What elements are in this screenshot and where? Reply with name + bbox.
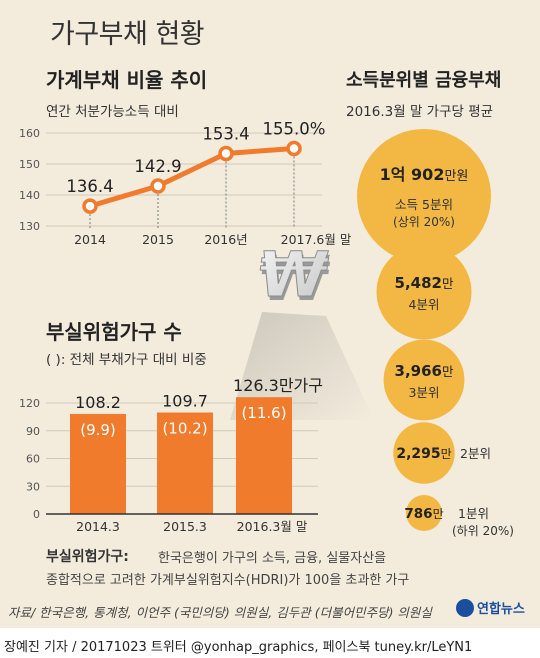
bar-chart-y-tick-label: 120	[19, 397, 40, 410]
line-chart-point	[82, 198, 98, 214]
bar-chart-x-category-label: 2014.3	[76, 519, 120, 534]
definition-text-line2: 종합적으로 고려한 가계부실위험지수(HDRI)가 100을 초과한 가구	[46, 573, 410, 588]
quintile-label: 1분위	[458, 506, 489, 521]
line-chart-series-line	[89, 146, 295, 209]
line-chart-y-tick-label: 140	[19, 189, 40, 202]
quintile-value-number: 1억 902	[380, 165, 445, 184]
yonhap-logo-text: 연합뉴스	[477, 602, 525, 617]
charts-canvas: ₩ ₩ 160 150 140 130 136.4 2014 142.9 2015 153.4 2…	[19, 120, 514, 539]
line-chart-value-label: 142.9	[134, 157, 181, 176]
quintile-value-number: 3,966	[395, 362, 442, 380]
bar-chart-value-label: 108.2	[75, 393, 121, 412]
line-chart-x-category-label: 2015	[142, 232, 174, 247]
quintile-bubble	[376, 244, 472, 340]
bar-chart-bar	[70, 413, 126, 514]
line-chart-point	[150, 178, 166, 194]
quintile-value-unit: 만	[442, 276, 454, 291]
line-chart-x-category-label: 2016년	[204, 232, 247, 247]
quintile-label: 3분위	[409, 385, 440, 400]
risk-households-chart-subtitle: ( ): 전체 부채가구 대비 비중	[46, 352, 207, 368]
bar-chart-share-label: (11.6)	[241, 404, 286, 422]
definition-title: 부실위험가구:	[46, 549, 129, 565]
infographic-frame: 가구부채 현황 가계부채 비율 추이 연간 처분가능소득 대비 부실위험가구 수…	[0, 0, 540, 628]
risk-households-chart-title: 부실위험가구 수	[46, 320, 182, 344]
quintile-bubble	[406, 495, 442, 531]
yonhap-logo: 연합뉴스	[456, 598, 525, 617]
risk-households-bar-chart: 120 90 60 30 0 108.2 (9.9) 2014.3 109.7 (10.2) 201…	[19, 376, 323, 534]
line-chart-value-label: 155.0%	[263, 120, 326, 139]
source-note: 자료/ 한국은행, 통계청, 이언주 (국민의당) 의원실, 김두관 (더불어민…	[8, 605, 432, 620]
quintile-label: 2분위	[460, 446, 491, 461]
debt-ratio-line-chart: 160 150 140 130 136.4 2014 142.9 2015 153.4 2016년…	[19, 120, 352, 248]
line-chart-x-category-label: 2017.6월 말	[281, 232, 352, 247]
quintile-bubble	[393, 422, 455, 484]
line-chart-y-tick-label: 150	[19, 158, 40, 171]
quintile-note: (상위 20%)	[393, 215, 455, 229]
line-chart-point	[286, 140, 302, 157]
svg-text:₩: ₩	[255, 242, 334, 315]
bar-chart-y-tick-label: 0	[33, 508, 40, 521]
quintile-label: 소득 5분위	[395, 197, 453, 212]
quintile-value-label: 2,295만	[396, 446, 451, 462]
quintile-chart-subtitle: 2016.3월 말 가구당 평균	[346, 104, 494, 120]
quintile-value-number: 786	[404, 506, 432, 522]
page-title: 가구부채 현황	[50, 19, 205, 50]
quintile-value-unit: 만	[442, 364, 454, 379]
debt-ratio-chart-subtitle: 연간 처분가능소득 대비	[46, 104, 179, 120]
won-symbol-icon: ₩ ₩	[230, 238, 374, 420]
bar-chart-value-label: 109.7	[162, 392, 208, 411]
line-chart-x-category-label: 2014	[74, 232, 106, 247]
line-chart-value-label: 153.4	[202, 124, 249, 143]
quintile-value-number: 2,295	[396, 446, 440, 462]
bar-chart-x-category-label: 2015.3	[163, 519, 207, 534]
line-chart-y-tick-label: 130	[19, 220, 40, 233]
definition-text-line1: 한국은행이 가구의 소득, 금융, 실물자산을	[158, 551, 387, 566]
bar-chart-share-label: (10.2)	[162, 420, 207, 438]
quintile-value-label: 5,482만	[395, 274, 454, 292]
debt-ratio-chart-title: 가계부채 비율 추이	[46, 68, 208, 92]
bar-chart-bar	[236, 397, 292, 514]
bar-chart-share-label: (9.9)	[80, 421, 116, 439]
bar-chart-y-tick-label: 90	[26, 425, 40, 438]
quintile-value-label: 3,966만	[395, 362, 454, 380]
quintile-note: (하위 20%)	[452, 524, 514, 538]
quintile-chart-title: 소득분위별 금융부채	[346, 70, 502, 91]
bar-chart-value-label: 126.3만가구	[233, 376, 323, 395]
line-chart-point	[218, 145, 234, 162]
svg-text:₩: ₩	[254, 238, 333, 311]
bar-chart-y-tick-label: 30	[26, 480, 40, 493]
quintile-bubble	[357, 129, 491, 263]
footer-credit: 장예진 기자 / 20171023 트위터 @yonhap_graphics, …	[4, 640, 473, 655]
quintile-value-label: 786만	[404, 506, 443, 522]
quintile-value-number: 5,482	[395, 274, 442, 292]
bar-chart-bar	[157, 412, 213, 514]
line-chart-value-label: 136.4	[66, 177, 113, 196]
quintile-label: 4분위	[409, 297, 440, 312]
quintile-value-unit: 만원	[444, 169, 468, 184]
bar-chart-x-category-label: 2016.3월 말	[237, 519, 308, 534]
quintile-bubble	[383, 339, 465, 421]
quintile-value-label: 1억 902만원	[380, 165, 469, 184]
quintile-value-unit: 만	[441, 447, 452, 461]
quintile-value-unit: 만	[433, 507, 444, 521]
line-chart-y-tick-label: 160	[19, 127, 40, 140]
bar-chart-y-tick-label: 60	[26, 453, 40, 466]
yonhap-logo-icon	[456, 598, 474, 617]
